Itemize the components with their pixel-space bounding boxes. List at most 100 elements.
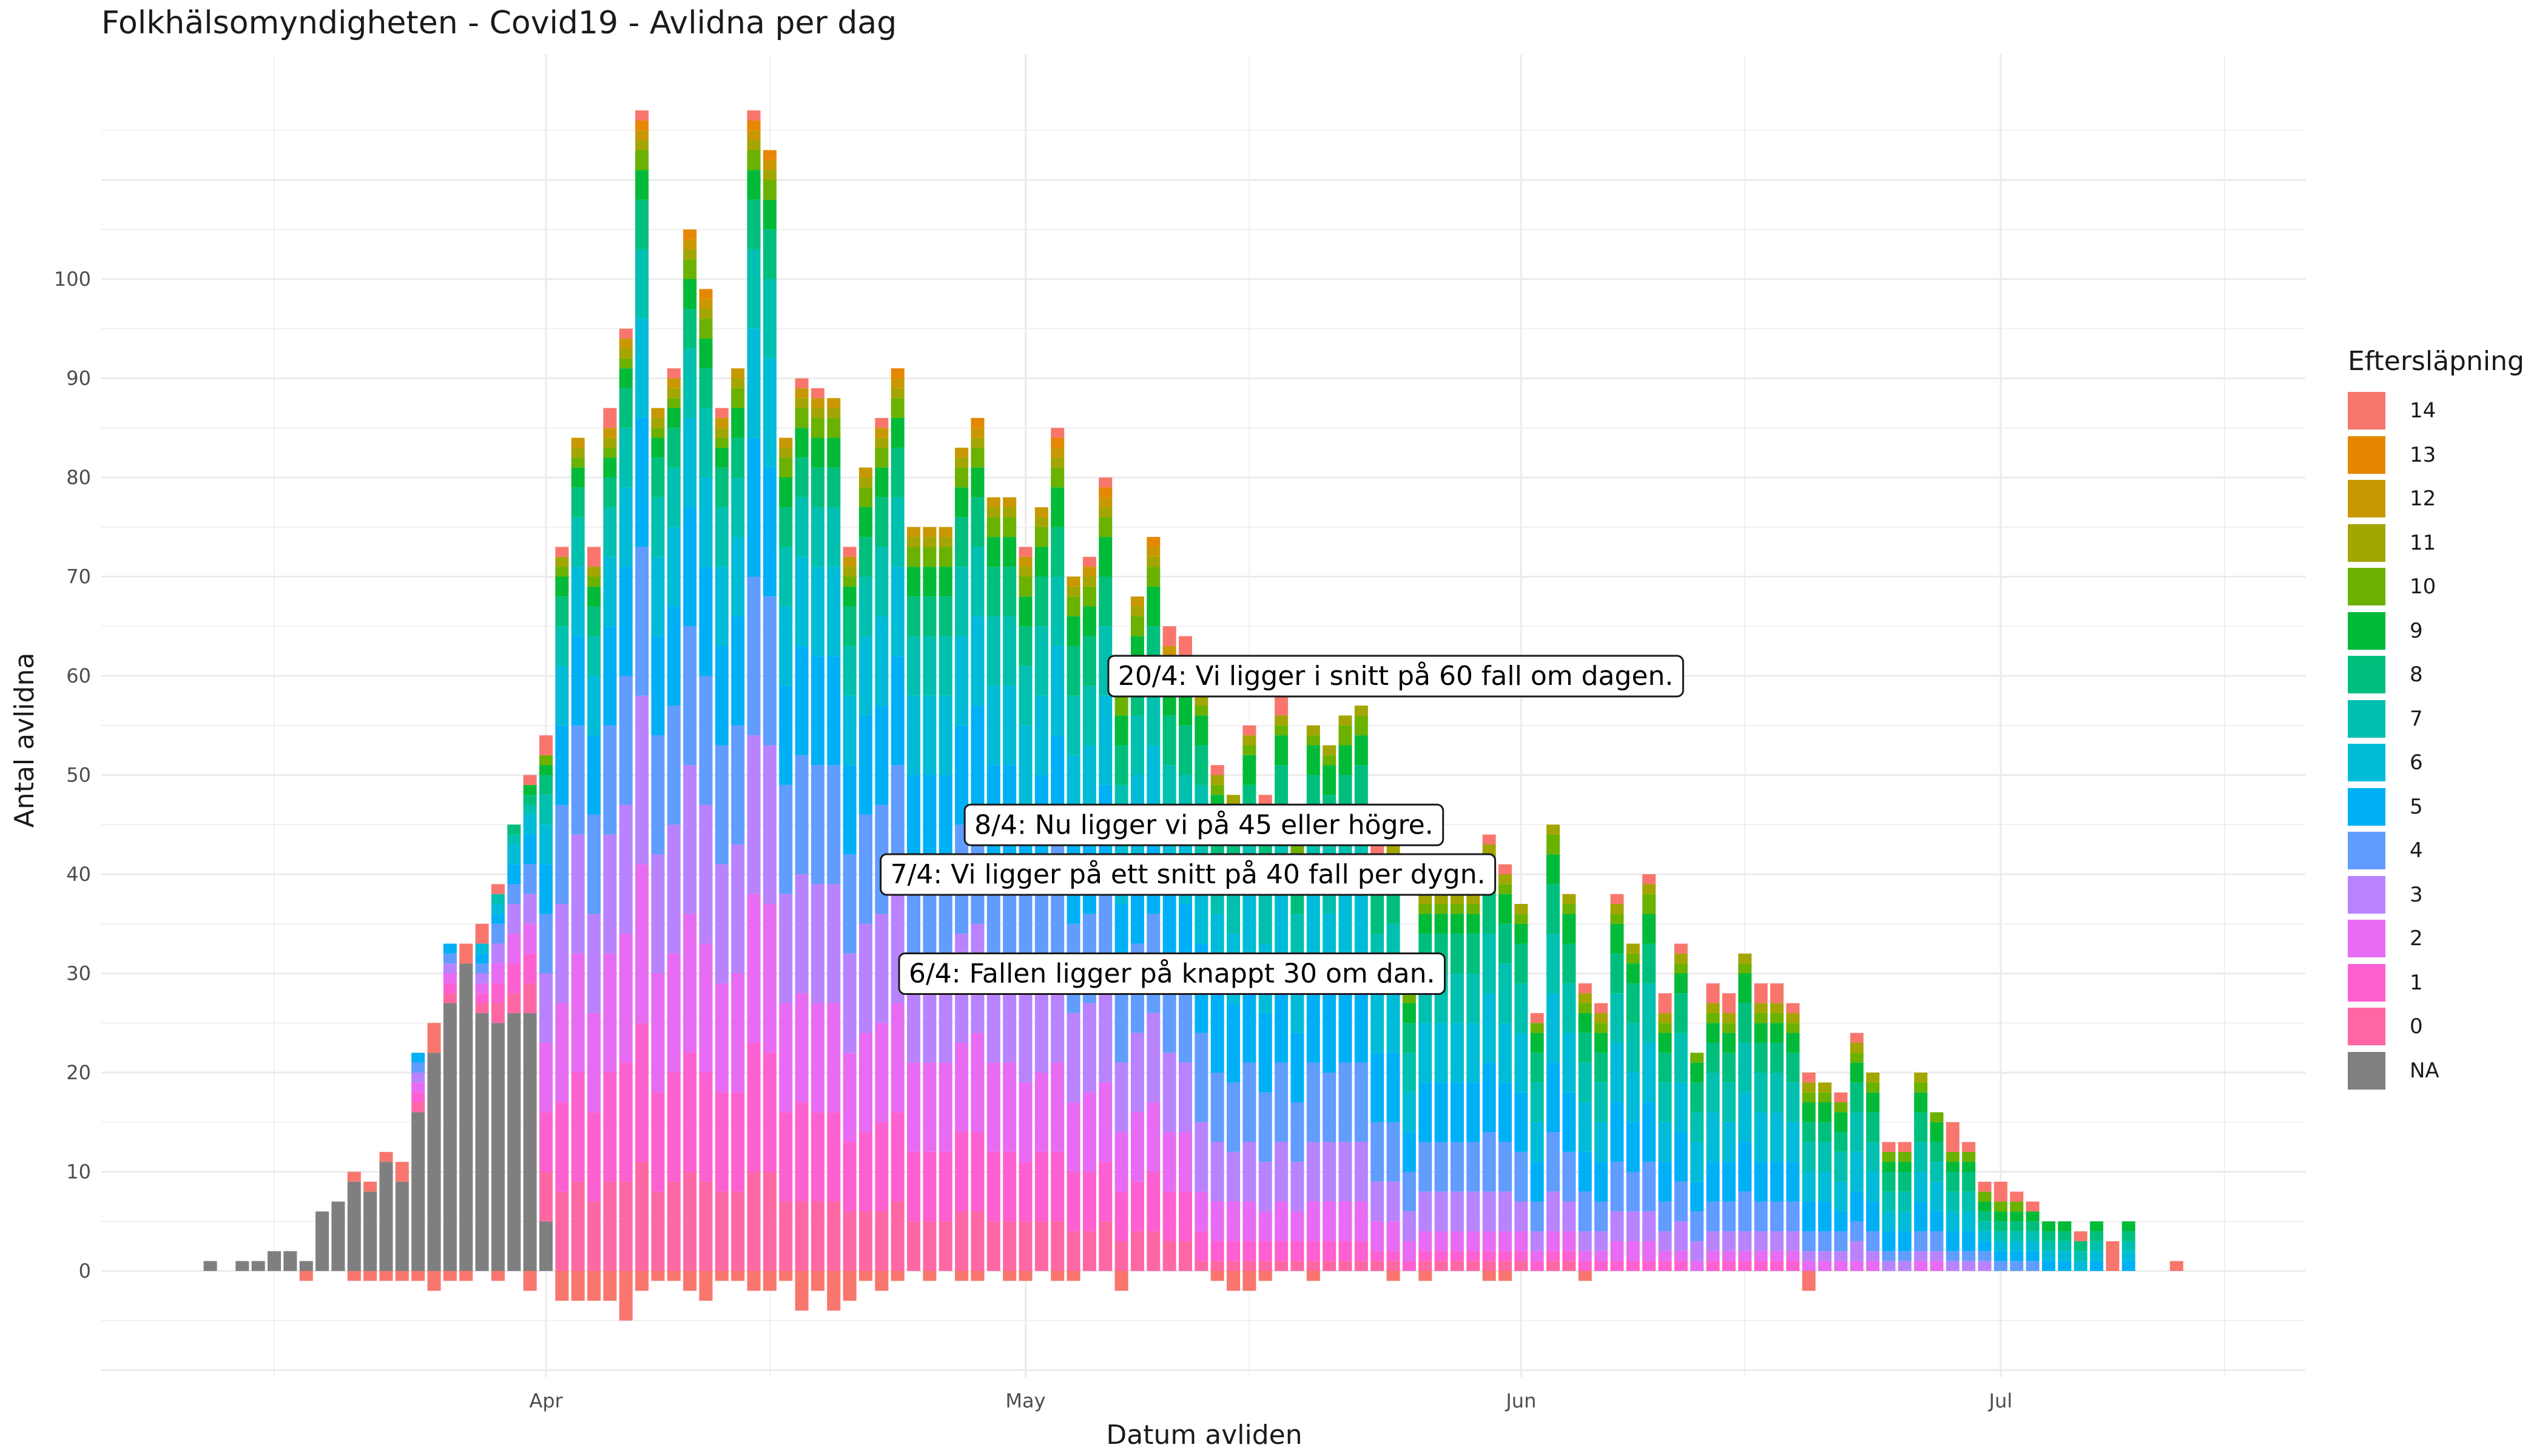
legend-swatch [2348, 963, 2385, 1002]
bar-negative-segment [1258, 1271, 1272, 1281]
bar-segment-lag-12 [683, 239, 697, 249]
bar-segment-lag-8 [779, 507, 793, 547]
bar-segment-lag-2 [1818, 1261, 1832, 1271]
bar-segment-lag-10 [1354, 715, 1368, 736]
bar-segment-lag-2 [1674, 1251, 1688, 1261]
bar-segment-lag-9 [1179, 695, 1192, 726]
bar-segment-lag-5 [1275, 973, 1289, 1063]
bar-segment-lag-5 [1610, 1102, 1624, 1162]
bar-segment-lag-7 [986, 616, 1000, 686]
bar-segment-lag-1 [635, 1023, 649, 1162]
bar-segment-lag-8 [715, 467, 729, 508]
bar-segment-lag-0 [1386, 1261, 1400, 1271]
bar-segment-lag-8 [763, 229, 777, 279]
bar-segment-lag-7 [1530, 1082, 1544, 1122]
bar-segment-lag-10 [1290, 844, 1304, 855]
bar-segment-lag-3 [859, 923, 872, 1033]
bar-segment-lag-8 [1498, 923, 1512, 964]
bar-segment-lag-8 [1162, 715, 1176, 766]
bar-segment-lag-11 [1338, 715, 1352, 726]
bar-segment-lag-8 [1370, 894, 1384, 934]
bar-segment-lag-7 [1722, 1082, 1736, 1122]
bar-segment-lag-5 [475, 953, 489, 964]
bar-segment-lag-14 [1754, 983, 1768, 1003]
bar-segment-lag-6 [1386, 983, 1400, 1053]
bar-segment-lag-14 [875, 417, 889, 428]
bar-segment-lag-4 [1754, 1201, 1768, 1232]
bar-segment-lag-7 [1578, 1062, 1592, 1103]
bar-segment-lag-1 [1275, 1241, 1289, 1261]
bar-segment-lag-0 [986, 1221, 1000, 1271]
bar-segment-lag-10 [2010, 1201, 2024, 1212]
y-tick-label: 30 [66, 962, 91, 985]
bar-segment-lag-7 [2089, 1241, 2103, 1252]
bar-segment-lag-4 [1242, 1062, 1256, 1142]
legend-label: 12 [2410, 487, 2436, 511]
bar-segment-lag-5 [923, 775, 937, 864]
bar-segment-lag-8 [1802, 1122, 1816, 1142]
bar-negative-segment [859, 1271, 872, 1281]
bar-segment-lag-6 [1626, 1073, 1640, 1122]
bar-segment-lag-0 [1450, 1261, 1464, 1271]
bar-segment-lag-7 [747, 249, 761, 329]
bar-segment-lag-1 [955, 1132, 969, 1212]
bar-segment-lag-2 [1690, 1261, 1704, 1271]
bar-segment-lag-3 [1067, 1013, 1080, 1103]
bar-segment-lag-3 [1914, 1251, 1928, 1261]
bar-negative-segment [1418, 1271, 1432, 1281]
bar-segment-lag-2 [1834, 1261, 1848, 1271]
bar-segment-lag-4 [475, 963, 489, 974]
bar-segment-lag-10 [779, 457, 793, 477]
bar-segment-lag-2 [1866, 1261, 1880, 1271]
bar-segment-lag-8 [843, 606, 857, 646]
bar-segment-lag-14 [619, 328, 633, 339]
bar-segment-lag-8 [555, 596, 569, 627]
bar-segment-lag-5 [731, 616, 745, 726]
bar-segment-lag-9 [891, 417, 905, 448]
bar-segment-lag-3 [1179, 1062, 1192, 1133]
bar-segment-lag-4 [603, 725, 617, 835]
bar-segment-lag-3 [779, 894, 793, 1003]
bar-segment-lag-7 [1082, 686, 1096, 746]
bar-segment-lag-14 [1210, 765, 1224, 775]
bar-segment-lag-4 [651, 735, 665, 855]
bar-segment-lag-10 [731, 388, 745, 408]
bar-segment-lag-8 [587, 606, 601, 636]
bar-segment-lag-6 [1610, 1042, 1624, 1103]
bar-segment-lag-5 [1562, 1092, 1576, 1152]
bar-segment-lag-11 [827, 408, 841, 418]
bar-segment-lag-2 [827, 1003, 841, 1113]
bar-segment-lag-10 [699, 318, 713, 339]
bar-negative-segment [923, 1271, 937, 1281]
bar-segment-lag-4 [1706, 1201, 1720, 1232]
bar-segment-lag-3 [1674, 1221, 1688, 1252]
bar-segment-lag-3 [443, 963, 457, 974]
bar-segment-lag-2 [1067, 1102, 1080, 1172]
bar-segment-lag-2 [603, 953, 617, 1073]
bar-segment-lag-0 [1546, 1261, 1560, 1271]
bar-segment-lag-1 [1354, 1241, 1368, 1261]
bar-segment-lag-12 [699, 298, 713, 309]
bar-segment-lag-12 [603, 428, 617, 438]
legend-swatch [2348, 699, 2385, 738]
bar-segment-lag-3 [1706, 1231, 1720, 1252]
bar-segment-lag-4 [1866, 1231, 1880, 1252]
bar-segment-lag-11 [635, 140, 649, 150]
bar-negative-segment [363, 1271, 377, 1281]
bar-segment-lag-7 [907, 636, 921, 696]
bar-segment-lag-9 [1466, 914, 1480, 934]
bar-segment-lag-9 [1498, 894, 1512, 924]
legend-item: 4 [2348, 829, 2524, 873]
bar-segment-lag-6 [1818, 1171, 1832, 1202]
bar-segment-lag-2 [843, 1053, 857, 1142]
bar-segment-na [507, 1013, 521, 1271]
bar-segment-lag-4 [1770, 1201, 1784, 1232]
bar-segment-lag-3 [1323, 1142, 1336, 1202]
bar-segment-lag-3 [1306, 1142, 1320, 1202]
bar-segment-lag-8 [1450, 934, 1464, 974]
bar-segment-lag-4 [1195, 1033, 1208, 1122]
bar-segment-lag-11 [1418, 894, 1432, 905]
bar-segment-lag-4 [1514, 1151, 1528, 1202]
bar-segment-lag-0 [1562, 1261, 1576, 1271]
bar-segment-lag-11 [1738, 953, 1752, 964]
